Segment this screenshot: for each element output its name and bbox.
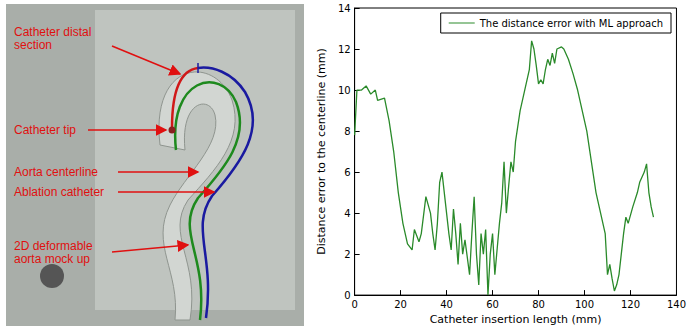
svg-text:Distance error to the centerli: Distance error to the centerline (mm) [315,48,328,255]
svg-text:4: 4 [344,208,350,219]
html-text:Aorta centerline: Aorta centerline [14,165,98,179]
svg-text:60: 60 [486,299,499,310]
svg-text:40: 40 [440,299,453,310]
svg-text:0: 0 [344,290,350,301]
html-text:Catheter distal section: Catheter distal section [14,25,92,52]
svg-text:2: 2 [344,249,350,260]
svg-text:120: 120 [621,299,640,310]
html-text:Catheter tip: Catheter tip [14,123,76,137]
svg-text:6: 6 [344,167,350,178]
svg-text:14: 14 [338,3,351,14]
svg-text:12: 12 [338,44,351,55]
svg-text:The distance error with ML app: The distance error with ML approach [479,18,663,29]
svg-text:10: 10 [338,85,351,96]
svg-text:8: 8 [344,126,350,137]
svg-text:100: 100 [575,299,594,310]
html-text:2D deformable aorta mock up: 2D deformable aorta mock up [14,239,93,266]
html-text:Ablation catheter: Ablation catheter [14,185,105,199]
svg-text:0: 0 [351,299,357,310]
svg-text:80: 80 [532,299,545,310]
svg-text:20: 20 [394,299,407,310]
svg-text:Catheter insertion length (mm): Catheter insertion length (mm) [430,313,602,326]
svg-text:140: 140 [667,299,686,310]
